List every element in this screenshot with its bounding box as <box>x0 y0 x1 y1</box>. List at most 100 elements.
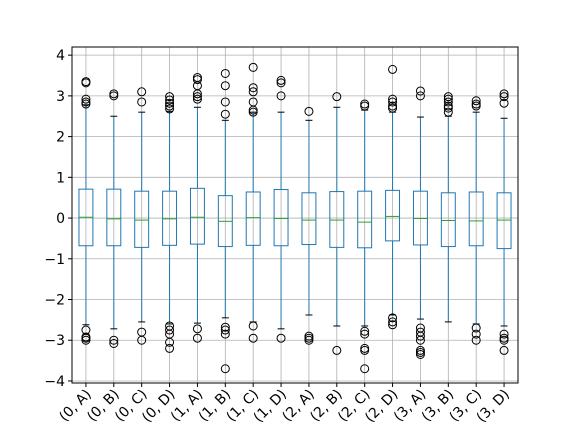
box <box>301 192 317 246</box>
flier <box>443 92 453 102</box>
box <box>385 189 401 242</box>
flier <box>499 335 509 345</box>
flier <box>360 326 370 336</box>
flier <box>192 94 202 104</box>
y-tick-label: −2 <box>44 293 65 309</box>
flier <box>220 97 230 107</box>
box <box>162 190 178 246</box>
flier <box>220 322 230 332</box>
flier <box>192 92 202 102</box>
flier <box>332 92 342 102</box>
flier <box>388 103 398 113</box>
flier <box>304 335 314 345</box>
flier <box>192 333 202 343</box>
flier <box>499 98 509 108</box>
flier <box>388 97 398 107</box>
flier <box>165 104 175 114</box>
flier <box>192 89 202 99</box>
flier <box>499 89 509 99</box>
flier <box>165 92 175 102</box>
flier <box>109 335 119 345</box>
flier <box>220 68 230 78</box>
flier <box>248 321 258 331</box>
flier <box>137 87 147 97</box>
flier <box>165 95 175 105</box>
box <box>245 191 261 246</box>
flier <box>471 335 481 345</box>
flier <box>415 91 425 101</box>
y-tick-label: −4 <box>44 374 65 390</box>
flier <box>471 329 481 339</box>
flier <box>415 86 425 96</box>
flier <box>388 317 398 327</box>
flier <box>388 64 398 74</box>
y-tick-label: 0 <box>56 211 65 227</box>
flier <box>220 81 230 91</box>
flier <box>360 364 370 374</box>
flier <box>443 103 453 113</box>
flier <box>415 335 425 345</box>
box <box>273 189 289 247</box>
flier <box>81 78 91 88</box>
flier <box>165 101 175 111</box>
flier <box>415 331 425 341</box>
flier <box>165 325 175 335</box>
y-tick-label: 4 <box>56 48 65 64</box>
flier <box>499 92 509 102</box>
flier <box>220 325 230 335</box>
flier <box>388 94 398 104</box>
flier <box>109 91 119 101</box>
flier <box>276 333 286 343</box>
flier <box>81 94 91 104</box>
flier <box>109 338 119 348</box>
box <box>468 191 484 247</box>
flier <box>360 329 370 339</box>
flier <box>81 333 91 343</box>
flier <box>220 364 230 374</box>
y-tick-label: 2 <box>56 130 65 146</box>
flier <box>248 62 258 72</box>
box <box>440 192 456 248</box>
box <box>357 190 373 249</box>
flier <box>276 91 286 101</box>
flier <box>137 97 147 107</box>
y-tick-label: −1 <box>44 252 65 268</box>
flier <box>332 345 342 355</box>
flier <box>248 83 258 93</box>
flier <box>443 97 453 107</box>
flier <box>360 345 370 355</box>
flier <box>192 324 202 334</box>
flier <box>388 313 398 323</box>
flier <box>165 343 175 353</box>
flier <box>471 323 481 333</box>
flier <box>499 329 509 339</box>
flier <box>220 329 230 339</box>
flier <box>388 320 398 330</box>
flier <box>81 99 91 109</box>
flier <box>276 75 286 85</box>
box <box>134 190 150 248</box>
flier <box>192 75 202 85</box>
flier <box>360 101 370 111</box>
box <box>189 187 205 245</box>
flier <box>165 337 175 347</box>
flier <box>415 347 425 357</box>
y-tick-label: 1 <box>56 170 65 186</box>
flier <box>471 101 481 111</box>
y-tick-label: −3 <box>44 333 65 349</box>
flier <box>248 107 258 117</box>
box <box>496 192 512 250</box>
flier <box>443 107 453 117</box>
plot-frame <box>71 46 519 384</box>
box <box>329 191 345 248</box>
y-tick-label: 3 <box>56 89 65 105</box>
flier <box>499 345 509 355</box>
box <box>106 188 122 247</box>
flier <box>248 333 258 343</box>
flier <box>248 87 258 97</box>
flier <box>304 106 314 116</box>
flier <box>137 335 147 345</box>
flier <box>276 78 286 88</box>
flier <box>471 96 481 106</box>
